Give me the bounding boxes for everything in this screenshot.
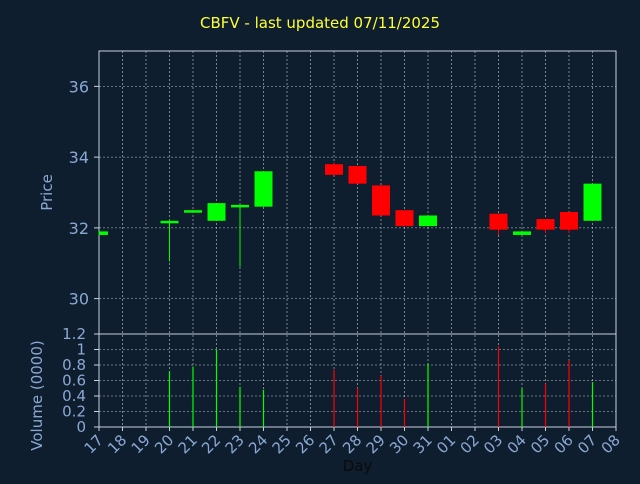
day-tick-label: 31 <box>410 431 436 457</box>
day-tick-label: 07 <box>574 431 600 457</box>
day-tick-label: 05 <box>527 431 553 457</box>
day-tick-label: 03 <box>480 431 506 457</box>
candle-body <box>419 215 437 227</box>
day-axis-title: Day <box>343 457 373 475</box>
day-tick-label: 19 <box>128 431 154 457</box>
volume-tick-label: 1.2 <box>62 325 86 343</box>
day-tick-label: 30 <box>386 431 412 457</box>
volume-tick-label: 0.4 <box>62 387 86 405</box>
day-tick-label: 01 <box>433 431 459 457</box>
day-tick-label: 26 <box>292 431 318 457</box>
volume-axis-title: Volume (0000) <box>28 340 46 450</box>
candle-body <box>231 204 249 208</box>
price-axis-title: Price <box>38 174 56 211</box>
candle-body <box>489 213 508 230</box>
day-tick-label: 18 <box>104 431 130 457</box>
price-tick-label: 36 <box>69 77 89 96</box>
candle-body <box>536 219 555 230</box>
day-tick-label: 04 <box>504 431 530 457</box>
volume-tick-label: 0.2 <box>62 403 86 421</box>
day-tick-label: 22 <box>198 431 224 457</box>
day-tick-label: 21 <box>175 431 201 457</box>
candle-body <box>184 210 202 213</box>
candle-body <box>560 211 578 230</box>
candle-body <box>583 183 602 221</box>
day-tick-label: 20 <box>151 431 177 457</box>
price-tick-label: 32 <box>69 219 89 238</box>
candle-body <box>372 185 390 216</box>
candle-body <box>254 171 273 207</box>
candle-body <box>325 164 343 175</box>
candle-body <box>513 231 531 235</box>
volume-tick-label: 0 <box>76 418 86 436</box>
volume-tick-label: 0.6 <box>62 372 86 390</box>
candle-body <box>348 165 367 184</box>
candle-body <box>99 231 108 235</box>
volume-tick-label: 1 <box>76 341 86 359</box>
price-tick-label: 30 <box>69 290 89 309</box>
volume-tick-label: 0.8 <box>62 356 86 374</box>
chart-title: CBFV - last updated 07/11/2025 <box>199 14 441 32</box>
candle-body <box>207 203 226 221</box>
day-tick-label: 23 <box>222 431 248 457</box>
day-tick-label: 24 <box>245 431 271 457</box>
day-tick-label: 08 <box>598 431 624 457</box>
day-tick-label: 28 <box>339 431 365 457</box>
day-tick-label: 29 <box>363 431 389 457</box>
candle-body <box>160 220 179 224</box>
candle-body <box>395 210 414 227</box>
day-tick-label: 27 <box>316 431 342 457</box>
day-tick-label: 06 <box>551 431 577 457</box>
day-tick-label: 02 <box>457 431 483 457</box>
day-tick-label: 25 <box>269 431 295 457</box>
price-tick-label: 34 <box>69 148 89 167</box>
